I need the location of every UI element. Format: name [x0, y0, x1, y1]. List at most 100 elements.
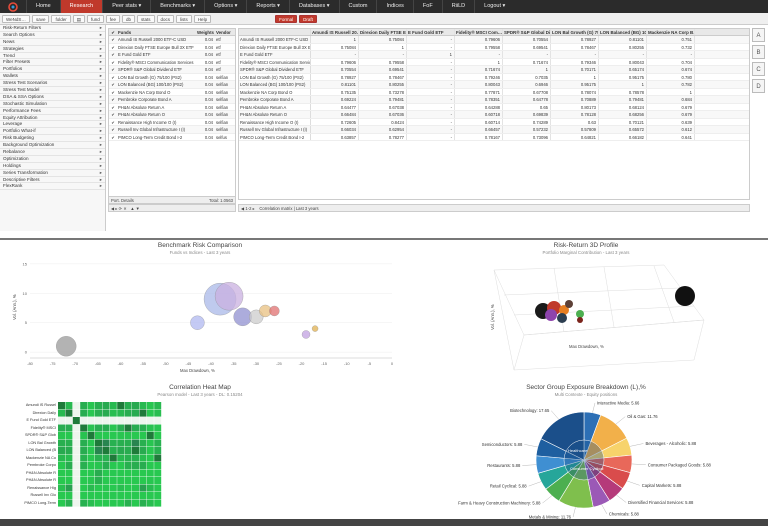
sidebar-item[interactable]: Wallets	[0, 73, 105, 81]
table-row[interactable]: ✔ Mackenzie NA Corp Bond O 0.04 selfian	[109, 89, 235, 96]
fund-weight[interactable]: 0.04	[204, 134, 213, 140]
fund-weight[interactable]: 0.04	[204, 59, 213, 65]
column-header[interactable]: SPDR® S&P Global Di…	[504, 29, 551, 35]
table-row[interactable]: ✔ Fidelity® MSCI Communication Services 0.…	[109, 59, 235, 66]
sidebar-item[interactable]: Search Options	[0, 32, 105, 39]
nav-tab-10[interactable]: RiiLD	[441, 0, 474, 13]
column-header[interactable]: Fidelity® MSCI Com…	[456, 29, 503, 35]
table-row[interactable]: Russell Inv Global Infrastructure I (I) 0…	[239, 126, 749, 134]
fund-weight[interactable]: 0.04	[204, 112, 213, 117]
nav-tab-6[interactable]: Databases ▾	[288, 0, 339, 13]
sidebar-item[interactable]: Leverage	[0, 121, 105, 129]
table-row[interactable]: ✔ LON Balanced (BG) 100/100 (PS2) 0.04 self…	[109, 81, 235, 89]
check-icon[interactable]: ✔	[111, 97, 115, 102]
table-row[interactable]: ✔ E Fund Gold ETF 0.04 etf	[109, 51, 235, 59]
sidebar-item[interactable]: Risk-Return Filters	[0, 25, 105, 32]
table-row[interactable]: ✔ Direxion Daily FTSE Europe Bull 3X ETF 0…	[109, 44, 235, 51]
column-header[interactable]: Direxion Daily FTSE E…	[360, 29, 407, 35]
sidebar-item[interactable]: Portfolios	[0, 66, 105, 74]
check-icon[interactable]: ✔	[111, 104, 115, 110]
sidebar-item[interactable]: Equity Attribution	[0, 115, 105, 122]
table-row[interactable]: Mackenzie NA Corp Bond O 0.75135 0.73278-0…	[239, 88, 749, 96]
toolbar-button-7[interactable]: docs	[156, 14, 175, 23]
table-row[interactable]: SPDR® S&P Global Dividend ETF 0.70554 0.69…	[239, 66, 749, 74]
check-icon[interactable]: ✔	[111, 89, 115, 95]
sidebar-item[interactable]: Holdings	[0, 163, 105, 170]
nav-tab-1[interactable]: Research	[59, 0, 103, 13]
table-row[interactable]: PH&N Absolute Return O 0.66484 0.67036-0.6…	[239, 111, 749, 119]
toolbar-button-5[interactable]: db	[122, 14, 136, 23]
table-row[interactable]: ✔ PH&N Absolute Return O 0.04 selfian	[109, 111, 235, 119]
sidebar-item[interactable]: Stochastic Simulation	[0, 101, 105, 108]
column-header[interactable]: Amundi IS Russell 20…	[312, 29, 359, 35]
column-header[interactable]: LON Bal Growth (G) 75…	[552, 29, 599, 35]
table-row[interactable]: LON Balanced (BG) 100/100 (PS2) 0.81101 0.…	[239, 81, 749, 89]
table-row[interactable]: Pembroke Corporate Bond A 0.69224 0.79481-…	[239, 96, 749, 104]
fund-weight[interactable]: 0.04	[204, 74, 213, 80]
sidebar-item[interactable]: Strategies	[0, 46, 105, 53]
fund-weight[interactable]: 0.04	[204, 89, 213, 95]
sidebar-item[interactable]: Rebalance	[0, 149, 105, 156]
sidebar-item[interactable]: Stress Test Scenarios	[0, 80, 105, 88]
3d-plot[interactable]	[404, 240, 768, 380]
nav-tab-11[interactable]: Logout ▾	[474, 0, 514, 13]
red-button-1[interactable]: Draft	[299, 14, 317, 23]
check-icon[interactable]: ✔	[111, 119, 115, 125]
check-icon[interactable]: ✔	[111, 37, 115, 42]
table-row[interactable]: ✔ SPDR® S&P Global Dividend ETF 0.04 etf	[109, 66, 235, 74]
account-select[interactable]: WeNdS…	[2, 14, 30, 23]
nav-tab-2[interactable]: Peer stats ▾	[102, 0, 150, 13]
red-button-0[interactable]: Formal	[275, 14, 298, 23]
fund-weight[interactable]: 0.04	[204, 82, 213, 87]
table-row[interactable]: Amundi IS Russell 2000 ETF-C USD 1 0.75084…	[239, 36, 749, 44]
side-tab-d[interactable]: D	[752, 79, 765, 93]
nav-tab-9[interactable]: FoF	[412, 0, 442, 13]
fund-weight[interactable]: 0.04	[204, 97, 213, 102]
table-row[interactable]: ✔ Amundi IS Russell 2000 ETF-C USD 0.04 etf	[109, 36, 235, 44]
toolbar-button-9[interactable]: Help	[193, 14, 212, 23]
table-row[interactable]: ✔ Russell Inv Global Infrastructure I (I)…	[109, 126, 235, 134]
table-row[interactable]: PIMCO Long-Term Credit Bond I-2 0.63857 0.…	[239, 133, 749, 141]
table-row[interactable]: E Fund Gold ETF - -1- - - - -	[239, 51, 749, 59]
check-icon[interactable]: ✔	[111, 52, 115, 57]
nav-tab-4[interactable]: Options ▾	[204, 0, 246, 13]
table-row[interactable]: ✔ PIMCO Long-Term Credit Bond I-2 0.04 self…	[109, 134, 235, 141]
column-header[interactable]: Mackenzie NA Corp B…	[648, 29, 695, 35]
toolbar-button-6[interactable]: stats	[137, 14, 155, 23]
sidebar-item[interactable]: Trend	[0, 53, 105, 60]
column-header[interactable]: E Fund Gold ETF	[407, 29, 455, 35]
sidebar-item[interactable]: Series Transformation	[0, 170, 105, 177]
check-icon[interactable]: ✔	[111, 82, 115, 87]
fund-weight[interactable]: 0.04	[204, 37, 213, 42]
nav-tab-3[interactable]: Benchmarks ▾	[150, 0, 204, 13]
table-row[interactable]: ✔ Renaissance High Income O (I) 0.04 selfia…	[109, 119, 235, 126]
sidebar-item[interactable]: Performance Fees	[0, 108, 105, 115]
app-logo[interactable]	[0, 0, 26, 13]
fund-weight[interactable]: 0.04	[204, 44, 213, 50]
corr-footer[interactable]: ◀ 1-2 ▸ Correlation matrix | Last 3 year…	[238, 204, 750, 212]
sidebar-item[interactable]: Filter Presets	[0, 59, 105, 67]
side-tab-c[interactable]: C	[752, 62, 765, 76]
table-row[interactable]: ✔ PH&N Absolute Return A 0.04 selfian	[109, 104, 235, 111]
fund-weight[interactable]: 0.04	[204, 52, 213, 57]
fund-weight[interactable]: 0.04	[204, 104, 213, 110]
sidebar-item[interactable]: DSA & SSA Options	[0, 94, 105, 101]
nav-tab-0[interactable]: Home	[26, 0, 60, 13]
table-row[interactable]: PH&N Absolute Return A 0.64477 0.67038-0.6…	[239, 103, 749, 111]
sidebar-item[interactable]: Risk Budgeting	[0, 135, 105, 143]
check-icon[interactable]: ✔	[111, 134, 115, 140]
sidebar-item[interactable]: Optimization	[0, 156, 105, 163]
check-icon[interactable]: ✔	[111, 74, 115, 80]
sidebar-item[interactable]: FlexRank	[0, 183, 105, 191]
table-row[interactable]: Direxion Daily FTSE Europe Bull 3X ETF 0.…	[239, 43, 749, 51]
fund-weight[interactable]: 0.04	[204, 67, 213, 72]
toolbar-button-4[interactable]: fee	[105, 14, 121, 23]
toolbar-button-8[interactable]: lists	[176, 14, 192, 23]
pane-divider[interactable]	[0, 238, 768, 240]
check-icon[interactable]: ✔	[111, 67, 115, 72]
table-row[interactable]: Fidelity® MSCI Communication ServicesETF…	[239, 58, 749, 66]
nav-tab-5[interactable]: Reports ▾	[246, 0, 289, 13]
column-header[interactable]: LON Balanced (BG) 10…	[600, 29, 647, 35]
nav-tab-7[interactable]: Custom	[338, 0, 377, 13]
sidebar-item[interactable]: Background Optimization	[0, 142, 105, 150]
